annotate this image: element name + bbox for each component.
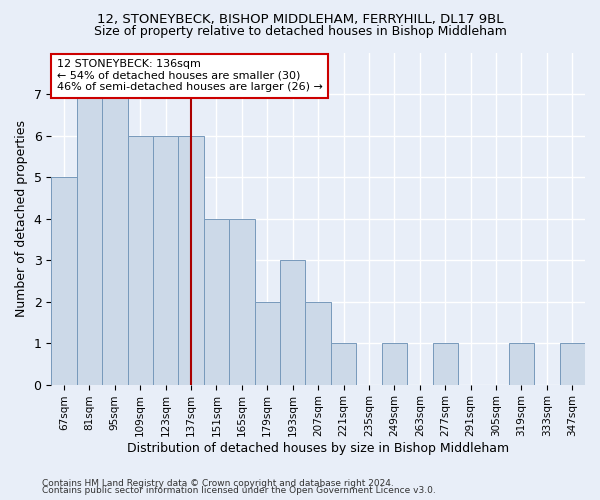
Bar <box>77 94 102 384</box>
Bar <box>102 94 128 384</box>
Bar <box>153 136 178 384</box>
Bar <box>178 136 204 384</box>
Bar <box>331 343 356 384</box>
Bar <box>382 343 407 384</box>
Bar <box>128 136 153 384</box>
Bar <box>305 302 331 384</box>
Bar <box>509 343 534 384</box>
Text: Contains HM Land Registry data © Crown copyright and database right 2024.: Contains HM Land Registry data © Crown c… <box>42 478 394 488</box>
X-axis label: Distribution of detached houses by size in Bishop Middleham: Distribution of detached houses by size … <box>127 442 509 455</box>
Text: Contains public sector information licensed under the Open Government Licence v3: Contains public sector information licen… <box>42 486 436 495</box>
Bar <box>560 343 585 384</box>
Bar <box>280 260 305 384</box>
Bar <box>254 302 280 384</box>
Bar <box>204 218 229 384</box>
Text: 12 STONEYBECK: 136sqm
← 54% of detached houses are smaller (30)
46% of semi-deta: 12 STONEYBECK: 136sqm ← 54% of detached … <box>56 59 322 92</box>
Bar <box>51 177 77 384</box>
Bar <box>229 218 254 384</box>
Text: 12, STONEYBECK, BISHOP MIDDLEHAM, FERRYHILL, DL17 9BL: 12, STONEYBECK, BISHOP MIDDLEHAM, FERRYH… <box>97 12 503 26</box>
Y-axis label: Number of detached properties: Number of detached properties <box>15 120 28 317</box>
Text: Size of property relative to detached houses in Bishop Middleham: Size of property relative to detached ho… <box>94 25 506 38</box>
Bar <box>433 343 458 384</box>
